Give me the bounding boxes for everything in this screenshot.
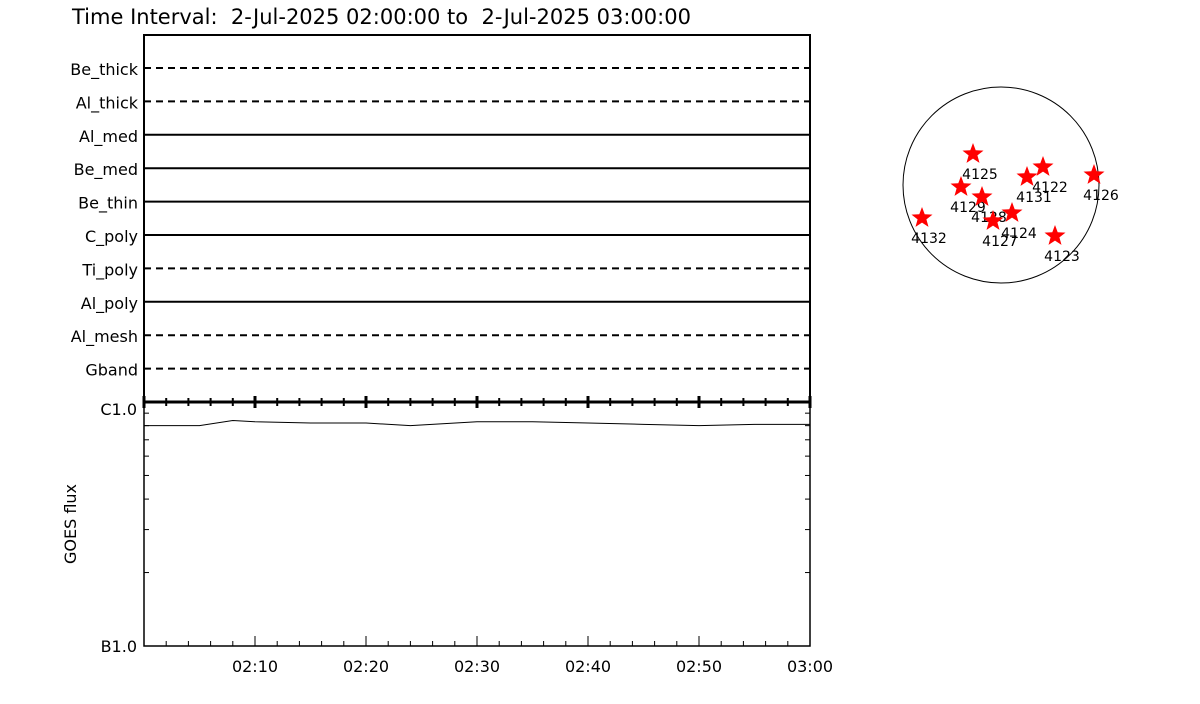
- goes-flux-panel: 02:10 02:20 02:30 02:40 02:50 03:00 C1.0 B1.0 GO…: [61, 396, 833, 676]
- filter-row-label: Al_thick: [76, 93, 139, 113]
- active-region-star: [1001, 202, 1023, 222]
- active-region-label: 4127: [982, 234, 1018, 250]
- active-region-star: [1032, 156, 1054, 176]
- y-axis-label: GOES flux: [61, 484, 80, 564]
- active-region-star: [971, 186, 993, 206]
- filter-timeline-panel: Be_thick Al_thick Al_med Be_med Be_thin C_pol…: [70, 34, 811, 403]
- chart-title: Time Interval: 2-Jul-2025 02:00:00 to 2-…: [71, 5, 691, 29]
- timeline-frame: [143, 34, 811, 403]
- x-tick-label: 02:50: [676, 657, 722, 676]
- filter-row-label: Be_med: [74, 160, 138, 180]
- sun-disk-map: 4125412941284127412441314122412641324123: [902, 86, 1119, 284]
- active-region-label: 4123: [1044, 249, 1080, 265]
- active-region-star: [982, 210, 1004, 230]
- active-region-label: 4131: [1016, 190, 1052, 206]
- filter-row-label: Al_med: [79, 127, 138, 147]
- active-region-star: [1016, 166, 1038, 186]
- filter-row-label: Be_thick: [70, 60, 138, 80]
- filter-row-label: Ti_poly: [81, 260, 138, 280]
- active-region-label: 4124: [1001, 226, 1037, 242]
- active-region-star: [962, 143, 984, 163]
- x-tick-label: 02:10: [232, 657, 278, 676]
- x-tick-label: 02:40: [565, 657, 611, 676]
- active-region-star: [1044, 225, 1066, 245]
- active-region-label: 4132: [911, 231, 947, 247]
- filter-row-label: C_poly: [85, 227, 138, 247]
- active-region-star: [1083, 164, 1105, 184]
- active-region-label: 4122: [1032, 180, 1068, 196]
- x-tick-label: 02:20: [343, 657, 389, 676]
- x-tick-label: 03:00: [787, 657, 833, 676]
- filter-row-label: Gband: [85, 361, 138, 380]
- y-tick-label: B1.0: [101, 637, 137, 656]
- goes-flux-line: [144, 419, 810, 427]
- filter-row-label: Be_thin: [78, 194, 138, 214]
- active-region-star: [950, 176, 972, 196]
- goes-frame: [143, 401, 811, 647]
- filter-row-label: Al_mesh: [71, 327, 138, 347]
- active-region-label: 4126: [1083, 188, 1119, 204]
- sun-limb: [902, 86, 1100, 284]
- y-tick-label: C1.0: [100, 400, 137, 419]
- active-region-star: [911, 207, 933, 227]
- x-tick-label: 02:30: [454, 657, 500, 676]
- filter-row-label: Al_poly: [81, 294, 138, 314]
- active-region-label: 4125: [962, 167, 998, 183]
